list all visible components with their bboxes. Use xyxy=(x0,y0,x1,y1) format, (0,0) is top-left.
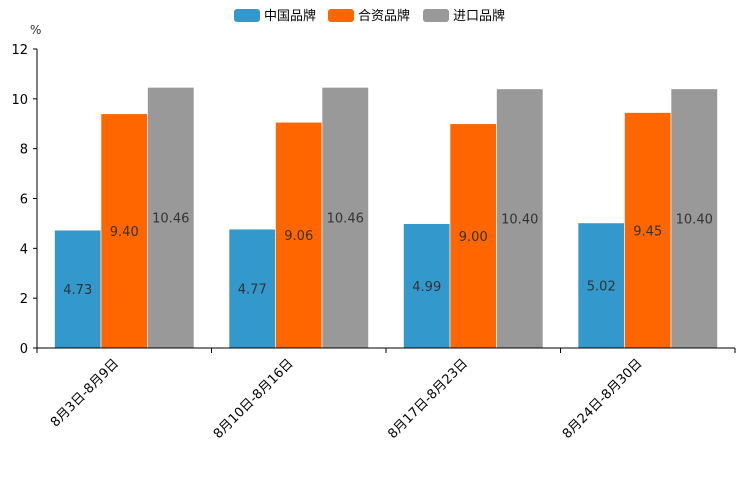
x-tick-label: 8月17日-8月23日 xyxy=(385,356,471,442)
data-label: 9.06 xyxy=(284,229,313,244)
data-label: 4.73 xyxy=(63,283,92,298)
y-tick-label: 4 xyxy=(20,242,28,257)
legend-label: 进口品牌 xyxy=(453,8,505,24)
bar xyxy=(624,112,672,349)
data-label: 9.40 xyxy=(110,225,139,240)
data-label: 9.45 xyxy=(633,224,662,239)
y-tick-label: 0 xyxy=(20,342,28,357)
data-label: 10.40 xyxy=(501,212,538,227)
data-label: 4.77 xyxy=(238,283,267,298)
y-tick-label: 8 xyxy=(20,143,28,158)
bar xyxy=(670,88,718,349)
y-axis-unit-label: % xyxy=(30,23,41,37)
data-label: 9.00 xyxy=(459,230,488,245)
data-label: 10.40 xyxy=(676,212,713,227)
bar xyxy=(54,229,102,349)
x-tick-label: 8月10日-8月16日 xyxy=(211,356,297,442)
bar xyxy=(147,87,195,349)
x-tick-label: 8月24日-8月30日 xyxy=(560,356,646,442)
bar xyxy=(449,123,497,349)
y-axis: 0 2 4 6 8 10 12 xyxy=(11,43,38,357)
legend-label: 合资品牌 xyxy=(358,8,410,24)
y-tick-label: 10 xyxy=(11,93,28,108)
data-label: 10.46 xyxy=(327,212,364,227)
y-tick-label: 12 xyxy=(11,43,28,58)
x-tick-label: 8月3日-8月9日 xyxy=(48,356,122,430)
legend-swatch xyxy=(234,9,260,22)
legend-label: 中国品牌 xyxy=(264,8,316,24)
data-label: 5.02 xyxy=(587,279,616,294)
bar xyxy=(321,87,369,349)
legend: 中国品牌 合资品牌 进口品牌 xyxy=(234,8,505,24)
y-tick-label: 6 xyxy=(20,193,28,208)
data-label: 4.99 xyxy=(412,280,441,295)
data-label: 10.46 xyxy=(152,212,189,227)
bar xyxy=(403,223,451,349)
bar xyxy=(100,113,148,349)
y-tick-label: 2 xyxy=(20,292,28,307)
legend-swatch xyxy=(328,9,354,22)
x-axis: 8月3日-8月9日 8月10日-8月16日 8月17日-8月23日 8月24日-8月3… xyxy=(36,347,736,442)
bars: 4.73 9.40 10.46 4.77 9.06 10.46 4.99 9.00 10.40 5… xyxy=(54,87,718,349)
legend-swatch xyxy=(423,9,449,22)
